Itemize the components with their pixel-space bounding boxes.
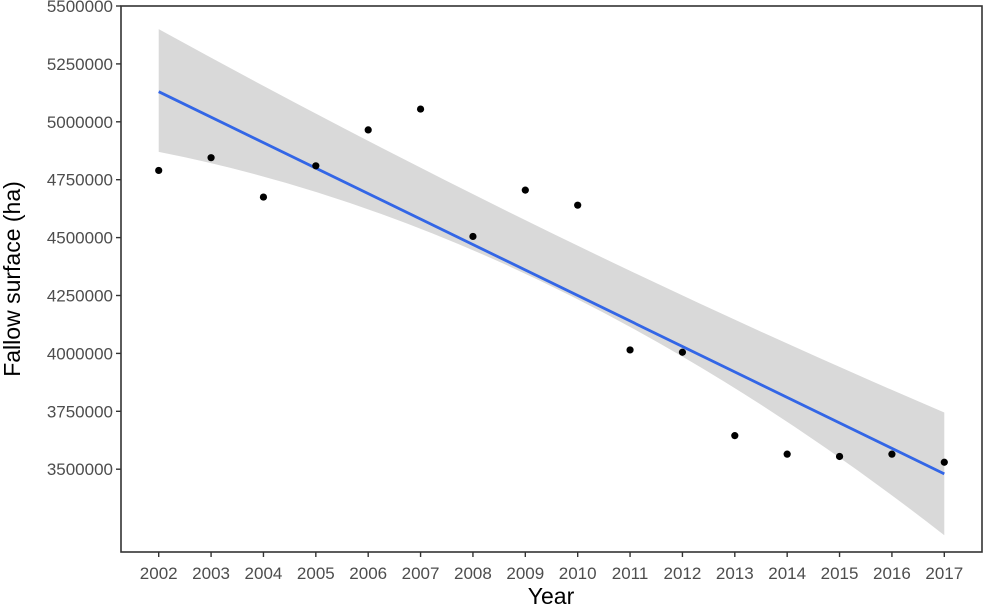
plot-border [120,5,983,553]
x-tick-label: 2017 [925,564,963,583]
y-tick-label: 4500000 [47,229,113,248]
data-point [574,201,582,209]
data-point [312,162,320,170]
data-point [469,232,477,241]
x-tick-label: 2013 [716,564,754,583]
data-point [521,186,529,194]
data-point [783,450,791,458]
y-axis-title: Fallow surface (ha) [0,181,25,377]
x-tick-label: 2014 [768,564,806,583]
x-tick-label: 2010 [559,564,597,583]
y-tick-label: 5000000 [47,113,113,132]
y-tick-label: 3750000 [47,402,113,421]
y-axis: 3500000 3750000 4000000 4250000 4500000 47500… [47,0,121,479]
data-point [835,452,844,461]
x-tick-label: 2006 [349,564,387,583]
data-point [626,346,634,354]
data-point [731,432,739,440]
x-tick-label: 2008 [454,564,492,583]
data-point [940,458,948,466]
x-tick-label: 2004 [245,564,283,583]
x-tick-label: 2015 [821,564,859,583]
y-tick-label: 4750000 [47,171,113,190]
x-tick-label: 2005 [297,564,335,583]
data-point [364,126,372,134]
data-point [678,348,687,356]
data-point [416,105,425,113]
x-tick-label: 2002 [140,564,178,583]
y-tick-label: 3500000 [47,460,113,479]
y-tick-label: 5250000 [47,55,113,74]
y-tick-label: 4250000 [47,287,113,306]
data-point [888,450,896,458]
x-tick-label: 2003 [192,564,230,583]
x-tick-label: 2016 [873,564,911,583]
x-axis-title: Year [528,583,575,609]
data-point [259,193,268,201]
regression-line [158,90,945,476]
y-tick-label: 5500000 [47,0,113,16]
x-tick-label: 2009 [506,564,544,583]
data-point [207,154,215,162]
data-point [155,166,163,175]
x-tick-label: 2012 [664,564,702,583]
data-points-layer [155,105,948,466]
x-tick-label: 2007 [402,564,440,583]
x-tick-label: 2011 [612,564,649,583]
fit-line-layer [158,90,945,476]
y-tick-label: 4000000 [47,344,113,363]
x-axis: 2002 2003 2004 2005 2006 2007 2008 2009 2010 2011… [140,552,963,583]
